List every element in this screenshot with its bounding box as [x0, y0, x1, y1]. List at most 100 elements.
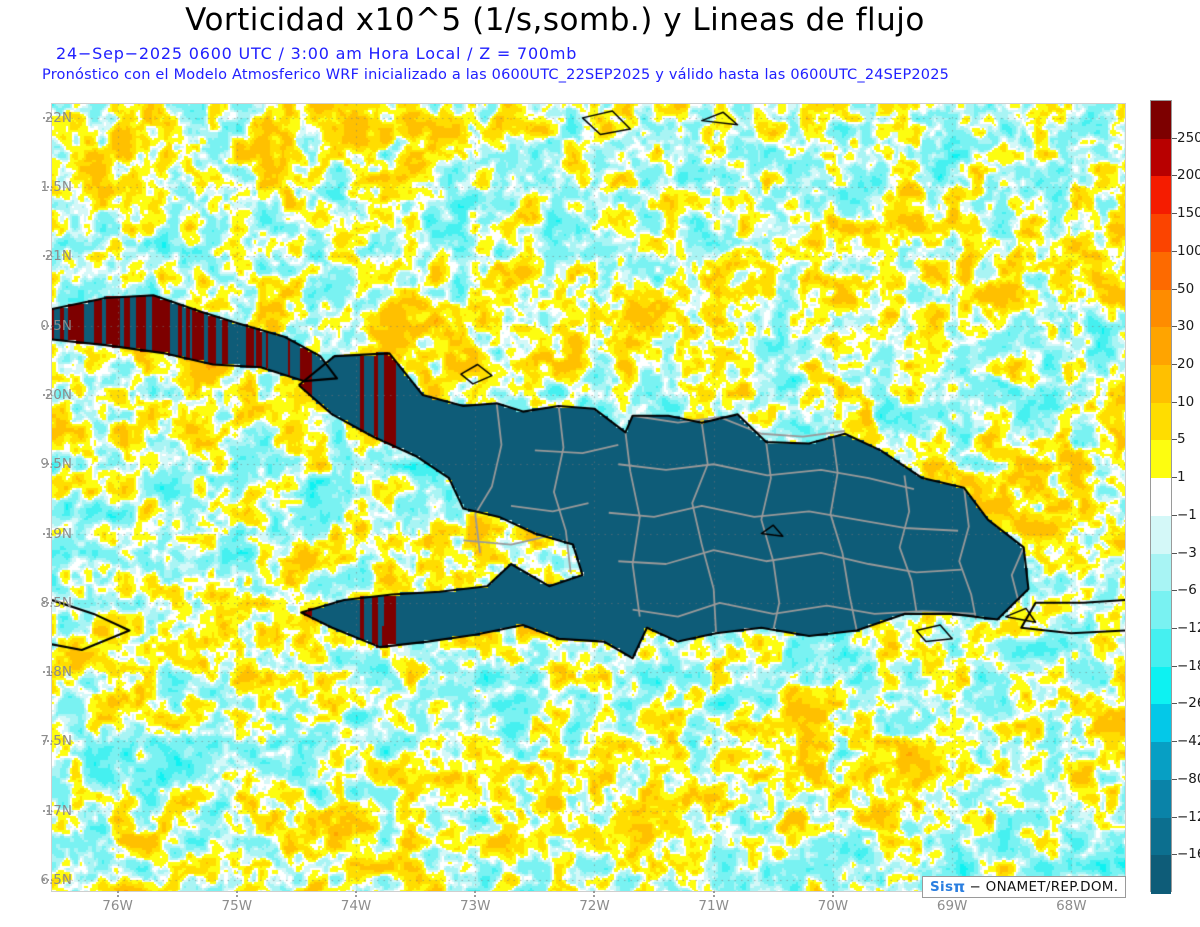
lon-tick-label: 73W: [459, 898, 491, 914]
map-plot-area[interactable]: [52, 104, 1125, 891]
lon-tick-mark: [355, 891, 358, 899]
colorbar-tick-label: −6: [1177, 582, 1197, 599]
lon-tick-mark: [712, 891, 715, 899]
colorbar-tick-mark: [1172, 364, 1177, 365]
colorbar-tick-mark: [1172, 628, 1177, 629]
lat-tick-label: 8.5N: [40, 594, 72, 611]
lat-tick-label: 18N: [44, 664, 72, 681]
lon-tick-mark: [831, 891, 834, 899]
colorbar-segment: [1151, 101, 1171, 140]
colorbar-tick-label: −26: [1177, 695, 1200, 712]
lat-tick-mark: [43, 463, 52, 466]
lon-tick-label: 75W: [221, 898, 253, 914]
agency-watermark: Sis π − ONAMET/REP.DOM.: [922, 876, 1127, 898]
colorbar-tick-mark: [1172, 439, 1177, 441]
lat-tick-label: 7.5N: [40, 733, 72, 750]
colorbar-tick-mark: [1172, 741, 1177, 743]
colorbar-segment: [1151, 402, 1171, 442]
colorbar-segment: [1151, 855, 1171, 894]
colorbar-segment: [1151, 553, 1171, 592]
lon-tick-label: 70W: [817, 898, 849, 914]
colorbar-segment: [1151, 666, 1171, 706]
colorbar-tick-label: 250: [1177, 129, 1200, 146]
colorbar-tick-label: −3: [1177, 544, 1197, 561]
lon-tick-label: 71W: [698, 898, 729, 914]
lat-tick-mark: [43, 532, 52, 535]
colorbar-tick-mark: [1172, 552, 1177, 554]
colorbar-tick-label: 20: [1177, 356, 1195, 372]
colorbar-tick-mark: [1172, 665, 1177, 667]
lat-tick-label: 17N: [44, 802, 72, 819]
colorbar-tick-mark: [1172, 213, 1177, 215]
vorticity-colorbar[interactable]: [1150, 100, 1172, 894]
lat-tick-mark: [43, 740, 52, 743]
forecast-valid-time: 24−Sep−2025 0600 UTC / 3:00 am Hora Loca…: [56, 44, 578, 63]
colorbar-segment: [1151, 176, 1171, 215]
pi-symbol: π: [953, 878, 966, 896]
colorbar-tick-mark: [1172, 288, 1177, 290]
colorbar-tick-label: 10: [1177, 393, 1195, 410]
page-title: Vorticidad x10^5 (1/s,somb.) y Lineas de…: [185, 2, 925, 38]
colorbar-segment: [1151, 327, 1171, 366]
lon-tick-mark: [116, 891, 119, 899]
colorbar-segment: [1151, 704, 1171, 743]
lon-tick-mark: [593, 891, 596, 899]
colorbar-tick-mark: [1172, 137, 1177, 139]
lat-tick-label: 19N: [44, 525, 72, 542]
colorbar-segment: [1151, 629, 1171, 668]
colorbar-tick-mark: [1172, 514, 1177, 516]
colorbar-segment: [1151, 742, 1171, 781]
lat-tick-label: 20N: [44, 386, 72, 403]
colorbar-segment: [1151, 365, 1171, 404]
lon-tick-label: 74W: [340, 898, 372, 914]
lat-tick-label: 21N: [44, 248, 72, 265]
lat-tick-mark: [43, 809, 52, 812]
colorbar-segment: [1151, 251, 1171, 291]
lat-tick-label: 22N: [44, 109, 72, 126]
lon-tick-mark: [474, 891, 477, 899]
colorbar-tick-label: −120: [1177, 808, 1200, 825]
colorbar-tick-label: 100: [1177, 242, 1200, 259]
colorbar-tick-label: 50: [1177, 280, 1195, 297]
brand-name: Sis: [930, 879, 954, 895]
colorbar-tick-mark: [1172, 250, 1177, 252]
lat-tick-mark: [43, 186, 52, 189]
lat-tick-mark: [43, 601, 52, 604]
lat-tick-label: 9.5N: [40, 456, 72, 473]
colorbar-tick-mark: [1172, 703, 1177, 705]
lat-tick-label: 6.5N: [40, 871, 72, 888]
lon-tick-mark: [235, 891, 238, 899]
lat-tick-label: 0.5N: [40, 317, 72, 334]
lon-tick-label: 76W: [102, 898, 133, 914]
colorbar-segment: [1151, 591, 1171, 630]
colorbar-tick-label: −18: [1177, 657, 1200, 674]
lat-tick-label: 1.5N: [40, 179, 72, 196]
colorbar-segment: [1151, 779, 1171, 819]
lat-tick-mark: [43, 878, 52, 881]
model-run-description: Pronóstico con el Modelo Atmosferico WRF…: [42, 67, 950, 83]
colorbar-segment: [1151, 138, 1171, 178]
colorbar-tick-label: 30: [1177, 318, 1195, 335]
colorbar-segment: [1151, 214, 1171, 253]
lon-tick-label: 68W: [1056, 898, 1087, 914]
colorbar-tick-mark: [1172, 590, 1177, 592]
colorbar-tick-label: 1: [1177, 469, 1186, 486]
colorbar-tick-label: −160: [1177, 846, 1200, 863]
colorbar-tick-mark: [1172, 401, 1177, 403]
colorbar-tick-label: 200: [1177, 167, 1200, 184]
colorbar-tick-mark: [1172, 778, 1177, 780]
vorticity-streamline-canvas: [52, 104, 1125, 891]
lat-tick-mark: [43, 324, 52, 327]
colorbar-tick-mark: [1172, 175, 1177, 177]
colorbar-segment: [1151, 440, 1171, 479]
colorbar-tick-label: −1: [1177, 506, 1197, 523]
lon-tick-label: 69W: [936, 898, 968, 914]
colorbar-tick-label: −12: [1177, 620, 1200, 636]
colorbar-tick-mark: [1172, 816, 1177, 818]
colorbar-segment: [1151, 515, 1171, 555]
lat-tick-mark: [43, 255, 52, 258]
colorbar-tick-label: −80: [1177, 770, 1200, 787]
colorbar-tick-label: 5: [1177, 431, 1186, 448]
colorbar-segment: [1151, 289, 1171, 328]
